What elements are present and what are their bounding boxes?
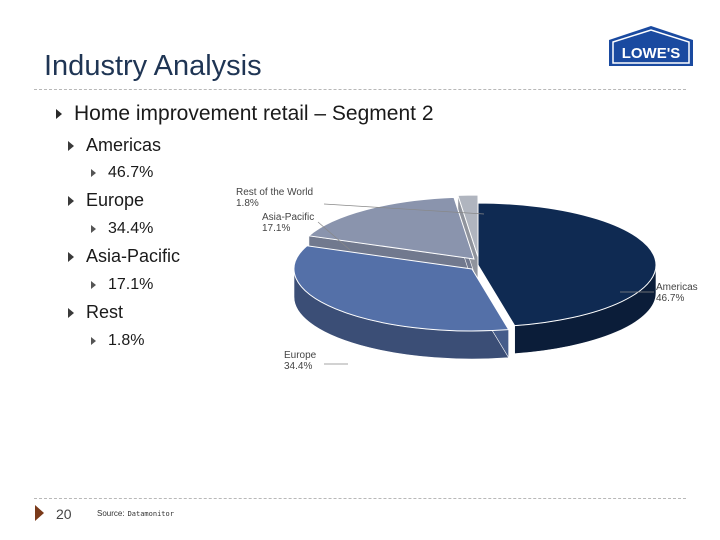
- bullet-arrow-icon: [91, 169, 96, 177]
- bullet-arrow-icon: [91, 337, 96, 345]
- bullet-label: Rest: [86, 302, 124, 322]
- pie-value-europe: 34.4%: [284, 361, 312, 372]
- bullet-arrow-icon: [68, 251, 74, 262]
- bullet-heading: Home improvement retail – Segment 2: [56, 102, 434, 126]
- pie-tops: [293, 194, 657, 332]
- pie-value-asia-pacific: 17.1%: [262, 223, 290, 234]
- pie-label-rest-of-the-world: Rest of the World: [236, 187, 313, 198]
- bullet-item-americas: Americas: [68, 135, 161, 156]
- bullet-value-rest: 1.8%: [91, 332, 144, 350]
- bullet-arrow-icon: [91, 281, 96, 289]
- bullet-label: Asia-Pacific: [86, 246, 181, 266]
- source-label: Source:: [97, 509, 125, 518]
- pie-label-europe: Europe: [284, 350, 317, 361]
- bullet-value-europe: 34.4%: [91, 220, 153, 238]
- bullet-item-rest: Rest: [68, 302, 123, 323]
- pie-leader-asia-pacific: [317, 221, 351, 251]
- bullet-item-asia-pacific: Asia-Pacific: [68, 246, 180, 267]
- pie-slice-americas: [477, 202, 657, 327]
- bullet-value-asia-pacific: 17.1%: [91, 276, 153, 294]
- source-note: Source: Datamonitor: [97, 509, 174, 518]
- pie-leader-rest-of-the-world: [323, 203, 485, 215]
- bullet-label: Americas: [86, 135, 162, 155]
- bullet-arrow-icon: [68, 307, 74, 318]
- source-name: Datamonitor: [127, 510, 174, 518]
- pie-value-americas: 46.7%: [656, 293, 684, 304]
- bullet-arrow-icon: [68, 140, 74, 151]
- footer-arrow-icon: [35, 505, 44, 521]
- bullet-item-europe: Europe: [68, 190, 144, 211]
- pie-value-rest-of-the-world: 1.8%: [236, 198, 259, 209]
- logo-text: LOWE'S: [622, 45, 681, 62]
- pie-leaders: [317, 203, 654, 365]
- pie-label-asia-pacific: Asia-Pacific: [262, 212, 314, 223]
- bullet-arrow-icon: [91, 225, 96, 233]
- lowes-logo: LOWE'S: [609, 26, 693, 66]
- slide-title: Industry Analysis: [44, 50, 262, 82]
- pie-label-americas: Americas: [656, 282, 698, 293]
- footer-divider: [34, 498, 686, 499]
- pie-slice-europe: [293, 245, 510, 332]
- bullet-value-americas: 46.7%: [91, 164, 153, 182]
- bullet-arrow-icon: [56, 109, 62, 119]
- bullet-heading-text: Home improvement retail – Segment 2: [74, 102, 434, 125]
- pie-slice-asia-pacific: [307, 196, 475, 260]
- bullet-value: 34.4%: [108, 220, 154, 237]
- bullet-label: Europe: [86, 190, 145, 210]
- bullet-value: 46.7%: [108, 164, 154, 181]
- bullet-value: 1.8%: [108, 332, 145, 349]
- bullet-value: 17.1%: [108, 276, 154, 293]
- pie-slice-rest-of-the-world: [457, 194, 479, 258]
- bullet-arrow-icon: [68, 195, 74, 206]
- title-divider: [34, 89, 686, 90]
- page-number: 20: [56, 506, 72, 522]
